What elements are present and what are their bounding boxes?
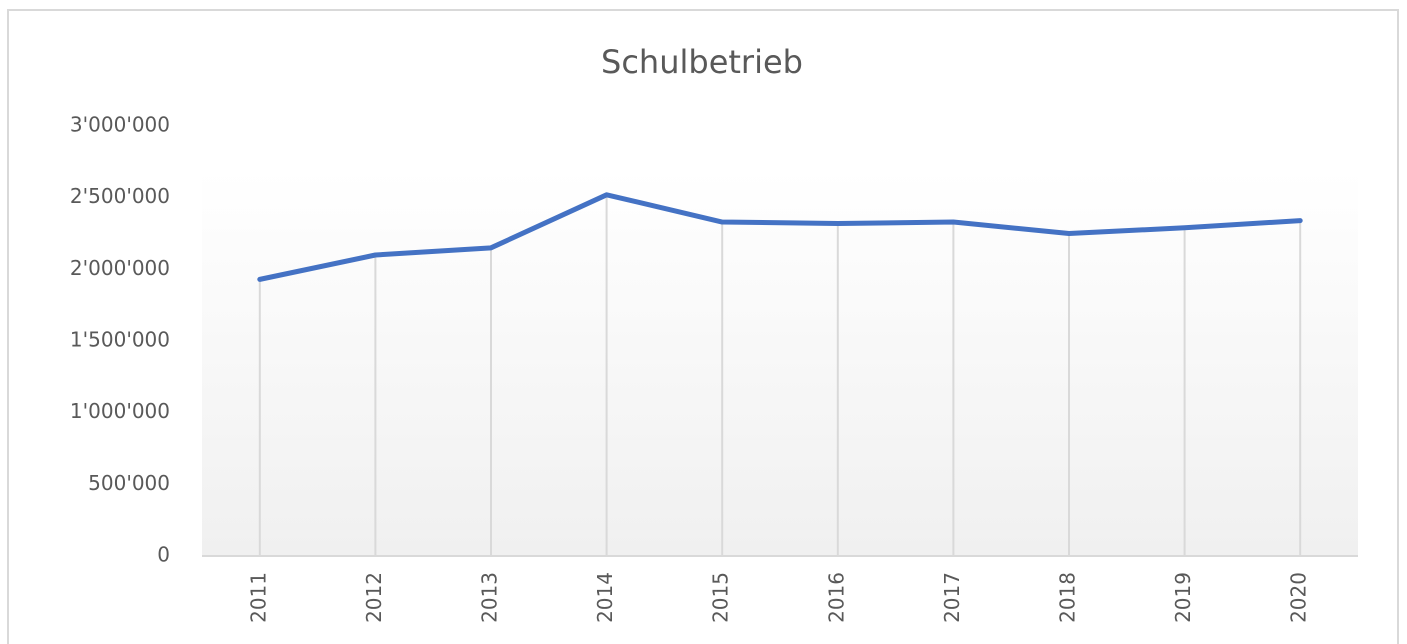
data-line xyxy=(257,192,1303,282)
x-tick-label: 2014 xyxy=(593,572,617,623)
x-tick-label: 2013 xyxy=(478,572,502,623)
x-tick-label: 2017 xyxy=(940,572,964,623)
x-tick-label: 2020 xyxy=(1287,572,1311,623)
y-tick-label: 3'000'000 xyxy=(70,113,170,137)
x-tick-label: 2019 xyxy=(1171,572,1195,623)
y-tick-label: 1'000'000 xyxy=(70,399,170,423)
y-tick-label: 2'000'000 xyxy=(70,256,170,280)
x-tick-label: 2018 xyxy=(1056,572,1080,623)
y-tick-label: 1'500'000 xyxy=(70,328,170,352)
y-tick-label: 0 xyxy=(157,543,170,567)
x-tick-label: 2016 xyxy=(824,572,848,623)
y-tick-label: 500'000 xyxy=(88,471,170,495)
x-tick-label: 2015 xyxy=(709,572,733,623)
x-tick-label: 2011 xyxy=(246,572,270,623)
chart-title: Schulbetrieb xyxy=(601,43,803,81)
plot-area xyxy=(202,170,1358,556)
x-tick-label: 2012 xyxy=(362,572,386,623)
y-tick-label: 2'500'000 xyxy=(70,184,170,208)
